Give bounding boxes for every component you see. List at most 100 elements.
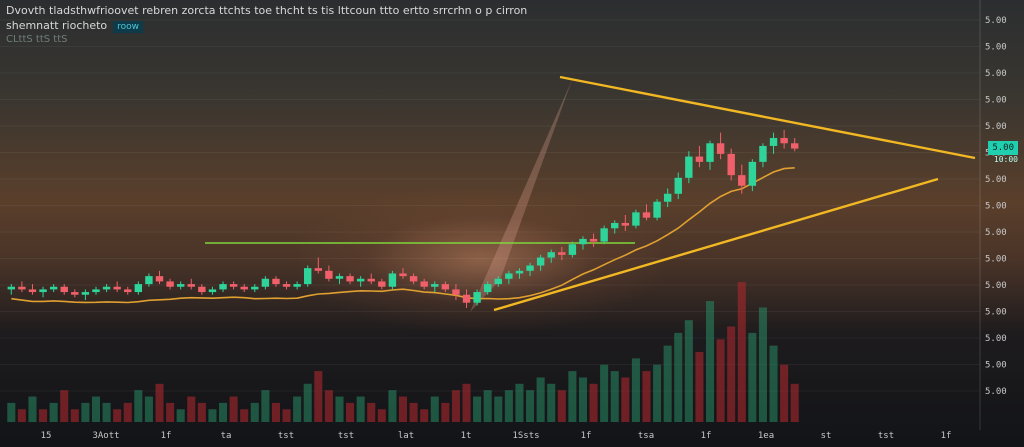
- candle-body: [536, 257, 545, 266]
- candle-body: [325, 270, 333, 279]
- x-axis-label: tst: [278, 431, 294, 441]
- volume-bar: [229, 396, 238, 422]
- volume-bar: [314, 371, 323, 422]
- moving-average-line: [11, 167, 795, 304]
- candle-body: [219, 284, 227, 290]
- candle-body: [674, 177, 682, 194]
- candle-body: [282, 284, 291, 287]
- candle-body: [198, 286, 206, 293]
- volume-bar: [420, 409, 429, 422]
- volume-bar: [716, 339, 725, 422]
- candle-body: [39, 289, 47, 293]
- candle-body: [293, 284, 301, 287]
- candle-body: [7, 286, 15, 290]
- volume-bar: [727, 326, 736, 422]
- volume-bar: [504, 390, 513, 422]
- candle-body: [176, 284, 185, 287]
- candle-body: [240, 286, 248, 290]
- volume-bar: [187, 396, 196, 422]
- volume-bar: [610, 371, 619, 422]
- volume-bar: [166, 402, 175, 422]
- interval-badge[interactable]: roow: [113, 21, 144, 33]
- candle-body: [420, 281, 428, 287]
- candle-body: [81, 292, 90, 295]
- candle-body: [102, 286, 111, 290]
- volume-bar: [547, 383, 556, 422]
- volume-bar: [398, 396, 408, 422]
- candle-body: [18, 286, 26, 290]
- y-axis-label: 5.00: [985, 43, 1007, 53]
- candle-body: [346, 276, 354, 282]
- candle-body: [187, 284, 195, 287]
- volume-bar: [197, 402, 206, 422]
- y-axis-label: 5.00: [985, 228, 1007, 238]
- candle-body: [272, 278, 280, 285]
- candle-body: [452, 289, 460, 295]
- volume-bar: [346, 402, 355, 422]
- volume-bar: [758, 307, 767, 422]
- y-axis-label: 5.00: [985, 281, 1007, 291]
- x-axis-label: tsa: [638, 431, 654, 441]
- volume-bar: [303, 383, 312, 422]
- volume-bar: [155, 383, 164, 422]
- candle-body: [49, 286, 58, 290]
- y-axis-label: 5.00: [985, 175, 1007, 185]
- candle-body: [716, 143, 725, 154]
- volume-bar: [430, 396, 439, 422]
- candle-body: [505, 273, 513, 279]
- volume-bar: [81, 402, 90, 422]
- volume-bar: [261, 390, 270, 422]
- candle-body: [92, 289, 100, 293]
- volume-bar: [377, 409, 386, 422]
- volume-bar: [134, 390, 143, 422]
- candle-body: [113, 286, 121, 290]
- candle-body: [208, 289, 217, 293]
- volume-bar: [494, 396, 503, 422]
- volume-bar: [7, 402, 16, 422]
- volume-bar: [39, 409, 48, 422]
- indicator-info: CLttS ttS ttS: [6, 34, 68, 45]
- x-axis-label: ta: [221, 431, 232, 441]
- volume-bar: [526, 390, 535, 422]
- candle-body: [526, 265, 534, 271]
- pattern-shade: [470, 80, 572, 312]
- volume-bar: [388, 390, 397, 422]
- candle-body: [589, 238, 598, 242]
- x-axis-label: 1f: [161, 431, 172, 441]
- candle-body: [600, 228, 608, 242]
- candle-body: [547, 252, 555, 258]
- y-axis-label: 5.00: [985, 16, 1007, 26]
- candle-body: [155, 276, 164, 282]
- volume-bar: [176, 409, 185, 422]
- x-axis-label: 15: [41, 431, 52, 441]
- y-axis-label: 5.00: [985, 122, 1007, 132]
- volume-bar: [737, 282, 746, 422]
- candle-body: [695, 156, 704, 162]
- candle-body: [769, 137, 778, 146]
- volume-bar: [113, 409, 122, 422]
- candle-body: [229, 284, 238, 287]
- volume-bar: [451, 390, 460, 422]
- volume-bar: [674, 332, 683, 422]
- x-axis-label: 1ea: [758, 431, 774, 441]
- volume-bar: [102, 402, 111, 422]
- volume-bar: [780, 364, 789, 422]
- volume-bar: [568, 371, 577, 422]
- candle-body: [71, 292, 79, 295]
- candle-body: [28, 289, 37, 293]
- volume-bar: [49, 402, 58, 422]
- candle-body: [356, 278, 365, 282]
- candle-body: [494, 278, 502, 285]
- candle-body: [388, 273, 397, 287]
- volume-bar: [271, 402, 280, 422]
- current-price-sub: 10:00: [993, 155, 1018, 164]
- volume-bar: [653, 364, 662, 422]
- candle-body: [791, 143, 799, 149]
- candle-body: [145, 276, 153, 285]
- candle-body: [166, 281, 174, 287]
- volume-bar: [462, 383, 471, 422]
- candle-body: [399, 273, 407, 277]
- y-axis-label: 5.00: [985, 69, 1007, 79]
- volume-bar: [578, 377, 587, 422]
